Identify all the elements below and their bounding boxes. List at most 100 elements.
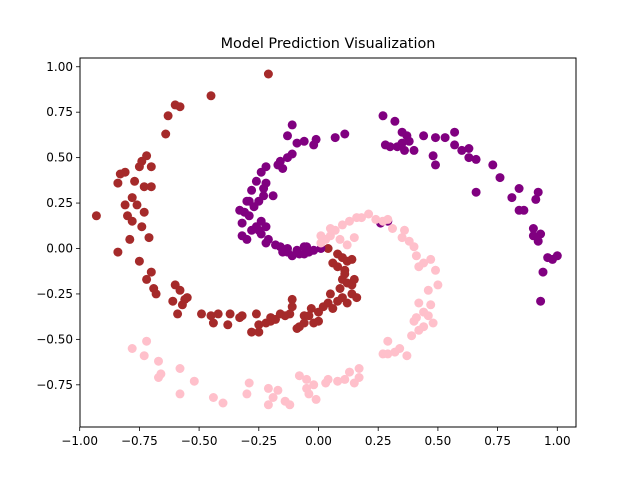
scatter-point [242, 389, 252, 399]
scatter-point [120, 200, 130, 210]
scatter-point [335, 284, 345, 293]
scatter-point [237, 231, 247, 241]
scatter-point [146, 267, 156, 277]
scatter-point [533, 236, 543, 246]
scatter-point [414, 298, 424, 308]
scatter-point [206, 91, 216, 101]
scatter-point [237, 218, 247, 228]
scatter-point [268, 393, 278, 402]
chart-title: Model Prediction Visualization [221, 36, 436, 52]
scatter-point [514, 184, 524, 193]
scatter-point [314, 316, 323, 326]
scatter-point [385, 142, 395, 152]
scatter-point [528, 224, 538, 233]
scatter-point [337, 220, 347, 230]
scatter-point [208, 318, 218, 328]
scatter-point [426, 300, 436, 310]
scatter-point [349, 274, 359, 284]
scatter-point [378, 216, 388, 226]
x-tick-label: 1.00 [544, 434, 571, 448]
scatter-point [278, 164, 288, 173]
y-tick-label: 0.25 [46, 196, 73, 210]
scatter-point [173, 309, 183, 319]
scatter-point [125, 234, 135, 244]
scatter-point [316, 231, 326, 241]
scatter-point [91, 211, 101, 221]
scatter-point [340, 129, 350, 139]
scatter-point [130, 176, 140, 186]
scatter-point [146, 162, 156, 172]
scatter-point [409, 145, 419, 155]
y-tick-label: −0.50 [36, 332, 73, 346]
scatter-point [390, 116, 400, 126]
scatter-point [247, 185, 257, 195]
scatter-point [247, 327, 257, 337]
scatter-point [464, 153, 474, 163]
x-tick-label: 0.75 [484, 434, 511, 448]
scatter-point [137, 222, 147, 232]
scatter-point [333, 376, 343, 386]
scatter-point [402, 351, 412, 361]
scatter-point [175, 285, 185, 295]
scatter-point [352, 213, 362, 223]
scatter-point [533, 187, 543, 197]
scatter-point [261, 238, 271, 248]
scatter-point [285, 309, 295, 319]
scatter-point [340, 374, 350, 384]
scatter-point [249, 202, 259, 212]
scatter-point [342, 298, 352, 308]
scatter-point [423, 311, 433, 321]
scatter-point [237, 311, 247, 321]
y-axis: −0.75 −0.50 −0.25 0.00 0.25 0.50 0.75 1.00 [36, 60, 80, 392]
scatter-point [323, 374, 333, 384]
scatter-point [283, 244, 292, 253]
scatter-point [325, 224, 335, 233]
scatter-point [450, 127, 460, 137]
scatter-point [151, 289, 161, 299]
scatter-point [328, 258, 338, 268]
x-tick-label: 0.50 [425, 434, 452, 448]
scatter-point [383, 349, 393, 359]
scatter-point [292, 138, 302, 148]
scatter-point [302, 242, 312, 252]
scatter-point [142, 336, 152, 346]
scatter-point [254, 327, 264, 337]
scatter-point [154, 356, 163, 366]
scatter-point [175, 102, 185, 112]
scatter-point [287, 294, 297, 304]
scatter-point [256, 229, 266, 239]
y-tick-label: 0.75 [46, 105, 73, 119]
scatter-point [471, 187, 481, 197]
scatter-point [335, 234, 345, 244]
scatter-point [299, 318, 309, 328]
scatter-point [404, 236, 414, 246]
scatter-point [400, 225, 409, 235]
scatter-point [433, 280, 443, 290]
scatter-point [428, 318, 438, 328]
scatter-point [142, 274, 152, 284]
scatter-point [345, 367, 354, 377]
scatter-point [139, 207, 149, 217]
scatter-point [189, 376, 199, 386]
scatter-point [378, 111, 388, 121]
y-tick-label: 0.00 [46, 242, 73, 256]
scatter-point [251, 176, 261, 186]
scatter-point [287, 302, 297, 312]
scatter-point [161, 129, 171, 139]
scatter-point [242, 196, 252, 206]
scatter-point [139, 351, 149, 361]
scatter-point [225, 309, 235, 319]
scatter-point [431, 133, 440, 143]
scatter-point [431, 160, 440, 170]
scatter-point [426, 254, 436, 264]
scatter-point [419, 322, 429, 332]
scatter-point [340, 265, 350, 275]
scatter-point [423, 285, 433, 295]
scatter-point [371, 214, 381, 224]
scatter-point [519, 205, 529, 215]
scatter-point [261, 222, 271, 232]
scatter-point [254, 320, 264, 330]
y-tick-label: −0.75 [36, 378, 73, 392]
scatter-point [163, 111, 173, 121]
y-tick-label: 1.00 [46, 60, 73, 74]
